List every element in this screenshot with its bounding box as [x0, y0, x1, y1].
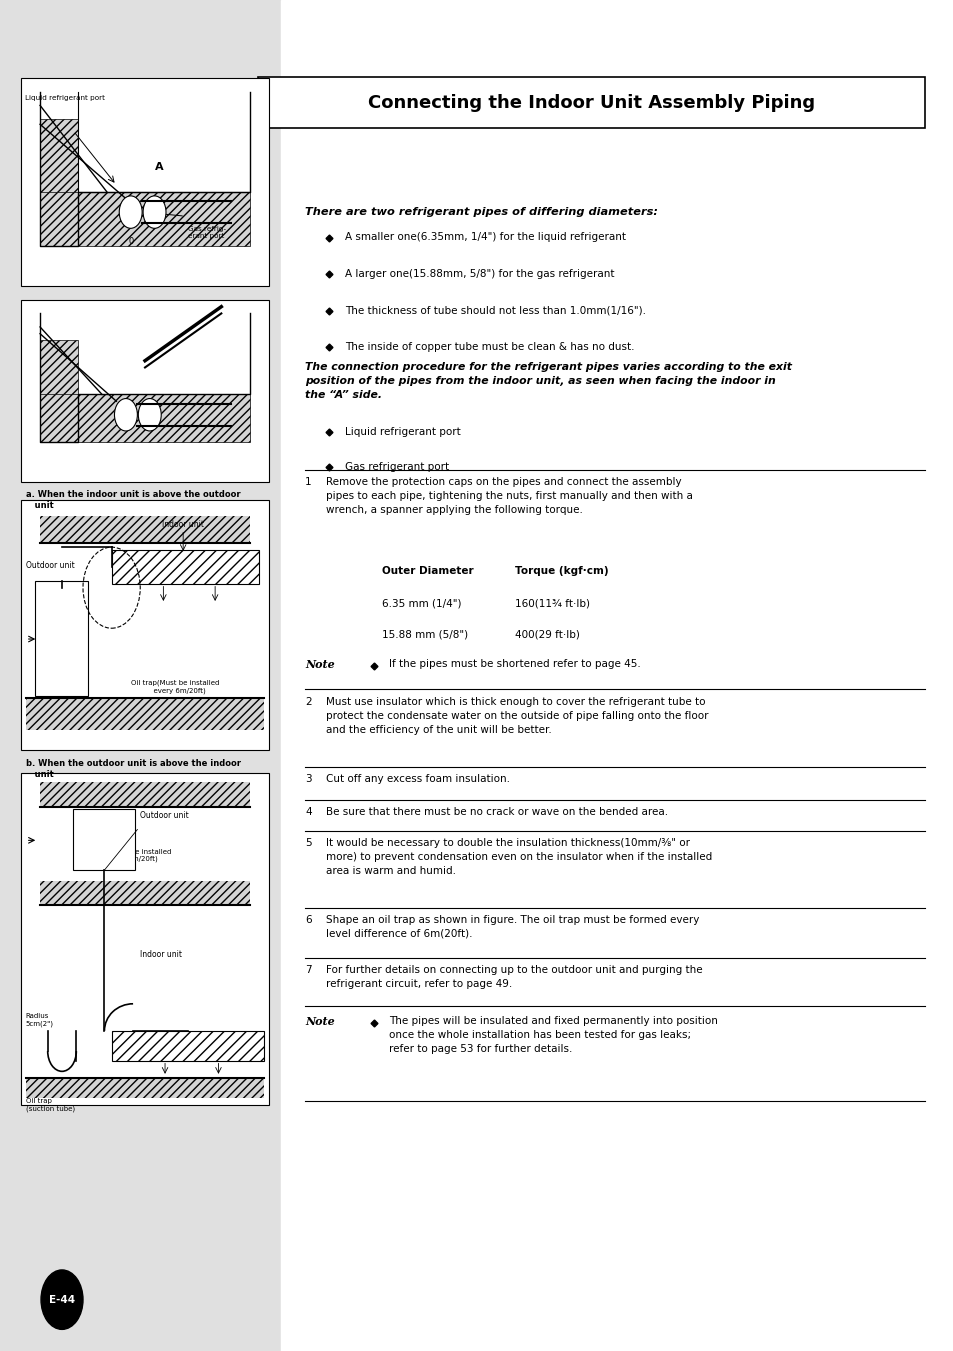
- Circle shape: [41, 1270, 83, 1329]
- Text: The inside of copper tube must be clean & has no dust.: The inside of copper tube must be clean …: [345, 342, 634, 351]
- Bar: [26, 1078, 264, 1098]
- Bar: [26, 698, 264, 730]
- Bar: [21, 300, 269, 482]
- Bar: [40, 192, 250, 246]
- Circle shape: [143, 196, 166, 228]
- Text: There are two refrigerant pipes of differing diameters:: There are two refrigerant pipes of diffe…: [305, 207, 658, 216]
- Text: b. When the outdoor unit is above the indoor
   unit: b. When the outdoor unit is above the in…: [26, 759, 240, 778]
- Text: Outdoor unit: Outdoor unit: [140, 811, 189, 820]
- Text: Shape an oil trap as shown in figure. The oil trap must be formed every
level di: Shape an oil trap as shown in figure. Th…: [326, 915, 699, 939]
- Text: Remove the protection caps on the pipes and connect the assembly
pipes to each p: Remove the protection caps on the pipes …: [326, 477, 693, 515]
- Text: A smaller one(6.35mm, 1/4") for the liquid refrigerant: A smaller one(6.35mm, 1/4") for the liqu…: [345, 232, 626, 242]
- Bar: [40, 119, 78, 246]
- Text: For further details on connecting up to the outdoor unit and purging the
refrige: For further details on connecting up to …: [326, 965, 702, 989]
- Text: 7: 7: [305, 965, 312, 974]
- Text: Outer Diameter: Outer Diameter: [381, 566, 473, 576]
- Bar: [281, 0, 953, 1351]
- Bar: [40, 782, 250, 807]
- Bar: [21, 773, 269, 1105]
- Text: Oil trap
(suction tube): Oil trap (suction tube): [26, 1098, 74, 1112]
- Text: E-44: E-44: [49, 1294, 75, 1305]
- Text: 2: 2: [305, 697, 312, 707]
- Text: The connection procedure for the refrigerant pipes varies according to the exit
: The connection procedure for the refrige…: [305, 362, 791, 400]
- Text: Note: Note: [305, 1016, 335, 1027]
- Text: Be sure that there must be no crack or wave on the bended area.: Be sure that there must be no crack or w…: [326, 807, 668, 816]
- Text: Torque (kgf·cm): Torque (kgf·cm): [515, 566, 608, 576]
- Bar: [0, 0, 281, 1351]
- Text: Indoor unit: Indoor unit: [162, 520, 204, 530]
- Text: Oil trap(Must be installed
          every 6m/20ft): Oil trap(Must be installed every 6m/20ft…: [131, 680, 219, 693]
- Bar: [112, 550, 259, 584]
- Text: It would be necessary to double the insulation thickness(10mm/⅜" or
more) to pre: It would be necessary to double the insu…: [326, 838, 712, 875]
- Text: Cut off any excess foam insulation.: Cut off any excess foam insulation.: [326, 774, 510, 784]
- Bar: [112, 1031, 264, 1061]
- Text: Liquid refrigerant port: Liquid refrigerant port: [345, 427, 460, 436]
- Text: Indoor unit: Indoor unit: [140, 950, 182, 959]
- Text: 6: 6: [305, 915, 312, 924]
- Text: Connecting the Indoor Unit Assembly Piping: Connecting the Indoor Unit Assembly Pipi…: [368, 93, 814, 112]
- Bar: [21, 78, 269, 286]
- Text: 6.35 mm (1/4"): 6.35 mm (1/4"): [381, 598, 460, 608]
- Text: 1: 1: [305, 477, 312, 486]
- Bar: [73, 809, 135, 870]
- Text: Gas refrig-
erant port: Gas refrig- erant port: [188, 226, 226, 239]
- Text: Radius
5cm(2"): Radius 5cm(2"): [26, 1013, 53, 1027]
- Text: If the pipes must be shortened refer to page 45.: If the pipes must be shortened refer to …: [389, 659, 640, 669]
- Text: a. When the indoor unit is above the outdoor
   unit: a. When the indoor unit is above the out…: [26, 490, 240, 509]
- Text: 0: 0: [128, 236, 133, 246]
- Text: 160(11¾ ft·lb): 160(11¾ ft·lb): [515, 598, 590, 608]
- Text: Note: Note: [305, 659, 335, 670]
- Bar: [40, 340, 78, 442]
- Bar: [257, 77, 924, 128]
- Text: The pipes will be insulated and fixed permanently into position
once the whole i: The pipes will be insulated and fixed pe…: [389, 1016, 718, 1054]
- Circle shape: [119, 196, 142, 228]
- Text: A larger one(15.88mm, 5/8") for the gas refrigerant: A larger one(15.88mm, 5/8") for the gas …: [345, 269, 614, 278]
- Bar: [21, 500, 269, 750]
- Bar: [40, 881, 250, 905]
- Text: The thickness of tube should not less than 1.0mm(1/16").: The thickness of tube should not less th…: [345, 305, 646, 315]
- Circle shape: [138, 399, 161, 431]
- Text: 4: 4: [305, 807, 312, 816]
- Text: Oil trap(Must be installed
          every 6m/20ft): Oil trap(Must be installed every 6m/20ft…: [83, 848, 172, 862]
- Bar: [35, 581, 88, 696]
- Text: 15.88 mm (5/8"): 15.88 mm (5/8"): [381, 630, 467, 639]
- Bar: [40, 394, 250, 442]
- Text: Liquid refrigerant port: Liquid refrigerant port: [25, 95, 105, 100]
- Text: Outdoor unit: Outdoor unit: [26, 561, 74, 570]
- Text: 5: 5: [305, 838, 312, 847]
- Text: 3: 3: [305, 774, 312, 784]
- Text: Must use insulator which is thick enough to cover the refrigerant tube to
protec: Must use insulator which is thick enough…: [326, 697, 708, 735]
- Text: 400(29 ft·lb): 400(29 ft·lb): [515, 630, 579, 639]
- Text: Gas refrigerant port: Gas refrigerant port: [345, 462, 449, 471]
- Circle shape: [114, 399, 137, 431]
- Text: A: A: [154, 162, 164, 172]
- Bar: [40, 516, 250, 543]
